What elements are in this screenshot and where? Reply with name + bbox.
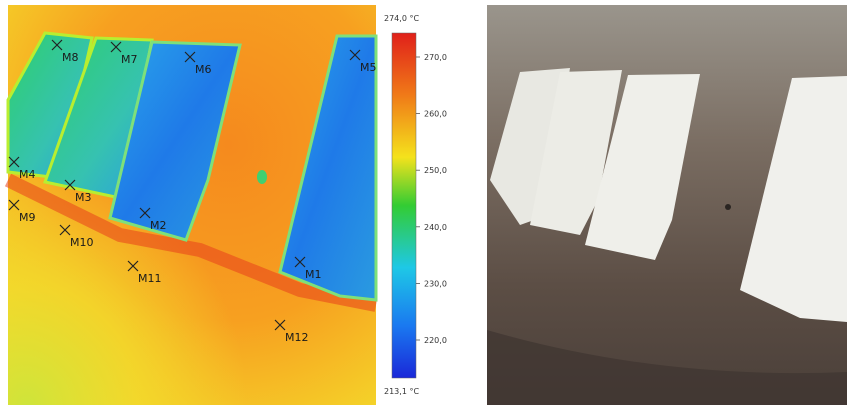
colorbar-tick-label: 260,0 (424, 110, 447, 119)
colorbar-ticks: 270,0 260,0 250,0 240,0 230,0 220,0 (416, 53, 447, 345)
page: M1 M2 M3 M4 M5 M6 M7 M8 M9 M10 M11 M12 274,0 °C 213… (0, 0, 847, 410)
colorbar: 274,0 °C 213,1 °C (384, 14, 419, 396)
colorbar-tick-label: 220,0 (424, 336, 447, 345)
colorbar-max: 274,0 °C (384, 14, 419, 23)
thermal-image (8, 5, 376, 405)
photo-spot (725, 204, 731, 210)
colorbar-tick-label: 250,0 (424, 166, 447, 175)
marker-label: M9 (19, 211, 36, 224)
colorbar-scale (392, 33, 416, 378)
scene: M1 M2 M3 M4 M5 M6 M7 M8 M9 M10 M11 M12 274,0 °C 213… (0, 0, 847, 410)
marker-label: M6 (195, 63, 212, 76)
marker-label: M11 (138, 272, 162, 285)
marker-label: M5 (360, 61, 377, 74)
photograph (487, 5, 847, 405)
marker-label: M7 (121, 53, 138, 66)
colorbar-tick-label: 240,0 (424, 223, 447, 232)
spot (257, 170, 267, 184)
marker-label: M8 (62, 51, 79, 64)
marker-label: M4 (19, 168, 36, 181)
marker-label: M10 (70, 236, 94, 249)
marker-label: M1 (305, 268, 322, 281)
colorbar-tick-label: 230,0 (424, 279, 447, 288)
marker-label: M2 (150, 219, 167, 232)
marker-label: M3 (75, 191, 92, 204)
colorbar-min: 213,1 °C (384, 387, 419, 396)
colorbar-tick-label: 270,0 (424, 53, 447, 62)
marker-label: M12 (285, 331, 309, 344)
